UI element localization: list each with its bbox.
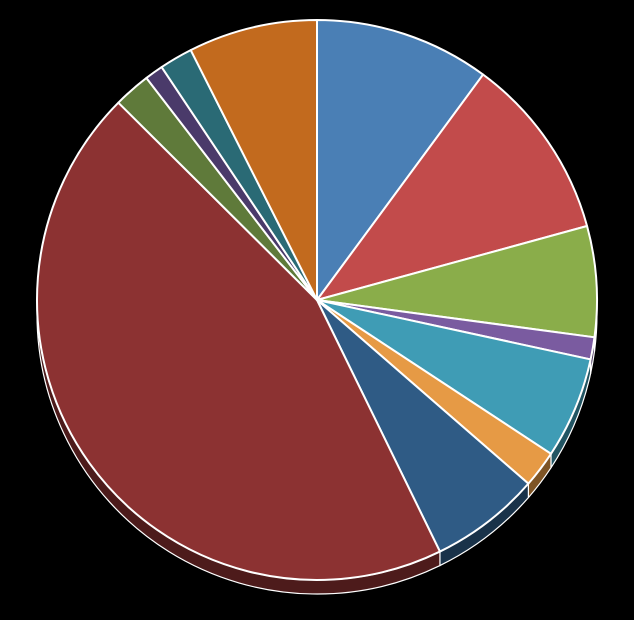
pie-chart	[0, 0, 634, 620]
pie-chart-container	[0, 0, 634, 620]
